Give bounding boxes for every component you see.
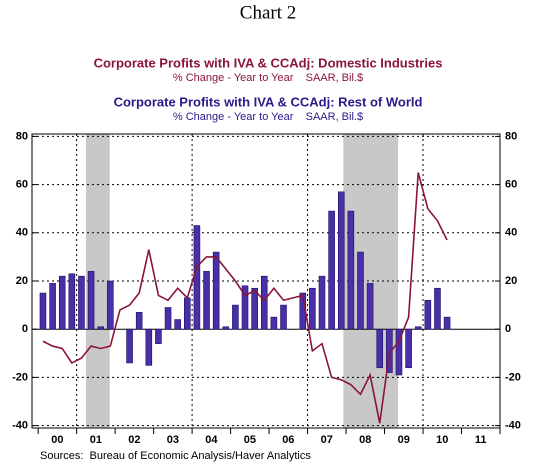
bar (164, 307, 172, 330)
bar (107, 280, 114, 330)
legend-note: % Change - Year to Year SAAR, Bil.$ (173, 111, 363, 123)
bar (126, 328, 133, 364)
x-tick-label: 01 (90, 434, 102, 446)
legend-entry: Corporate Profits with IVA & CCAdj: Rest… (114, 94, 423, 109)
y2-tick-label: -40 (505, 419, 521, 431)
line (42, 172, 448, 424)
bar (395, 328, 403, 376)
y2-tick-label: 40 (505, 227, 517, 239)
plot-frame (31, 133, 501, 429)
y2-tick-label: 20 (505, 275, 517, 287)
bar (241, 285, 249, 330)
bar (222, 326, 230, 330)
x-tick-label: 08 (359, 434, 371, 446)
bar (337, 191, 345, 330)
y-tick-label: 20 (16, 275, 28, 287)
x-tick-label: 00 (51, 434, 63, 446)
bar (280, 304, 287, 330)
bar (376, 328, 384, 369)
bar (405, 328, 412, 369)
x-tick-label: 07 (321, 434, 333, 446)
bar (184, 297, 191, 330)
bar (357, 251, 364, 330)
x-tick-label: 06 (282, 434, 294, 446)
bar (318, 275, 326, 330)
bar (39, 292, 47, 330)
bar (251, 287, 258, 330)
bar (203, 271, 210, 330)
bar (366, 283, 374, 330)
legend-entry: Corporate Profits with IVA & CCAdj: Dome… (94, 55, 443, 70)
x-tick-label: 11 (475, 434, 487, 446)
y-tick-label: 40 (16, 227, 28, 239)
chart-title: Chart 2 (240, 2, 296, 23)
bar (58, 275, 66, 330)
bar (135, 312, 143, 330)
bar (78, 275, 85, 330)
x-tick-label: 02 (128, 434, 140, 446)
bar (424, 299, 432, 330)
y-tick-label: 0 (22, 323, 28, 335)
bar (174, 319, 181, 330)
bar (232, 304, 239, 330)
bar (414, 326, 422, 330)
y-tick-label: 60 (16, 179, 28, 191)
y2-tick-label: 60 (505, 179, 517, 191)
bar (328, 210, 335, 330)
bar (49, 283, 56, 330)
x-tick-label: 05 (244, 434, 256, 446)
bar (68, 273, 76, 330)
bar (193, 225, 201, 330)
source: Sources: Bureau of Economic Analysis/Hav… (40, 450, 311, 462)
x-tick-label: 03 (167, 434, 179, 446)
x-tick-label: 04 (205, 434, 218, 446)
legend-note: % Change - Year to Year SAAR, Bil.$ (173, 72, 363, 84)
bar (386, 328, 393, 373)
y2-tick-label: 0 (505, 323, 511, 335)
x-tick-label: 09 (398, 434, 410, 446)
y-tick-label: -40 (12, 419, 28, 431)
bar (155, 328, 162, 344)
x-tick-label: 10 (436, 434, 448, 446)
bar (260, 275, 268, 330)
bar (145, 328, 153, 366)
bar (443, 316, 451, 330)
y-tick-label: -20 (12, 371, 28, 383)
bar (97, 326, 104, 330)
y-tick-label: 80 (16, 130, 28, 142)
y2-tick-label: -20 (505, 371, 521, 383)
bar (309, 287, 316, 330)
bar (212, 251, 220, 330)
bar (434, 287, 441, 330)
bar (347, 210, 355, 330)
bar (87, 271, 95, 330)
y2-tick-label: 80 (505, 130, 517, 142)
bar (270, 316, 278, 330)
